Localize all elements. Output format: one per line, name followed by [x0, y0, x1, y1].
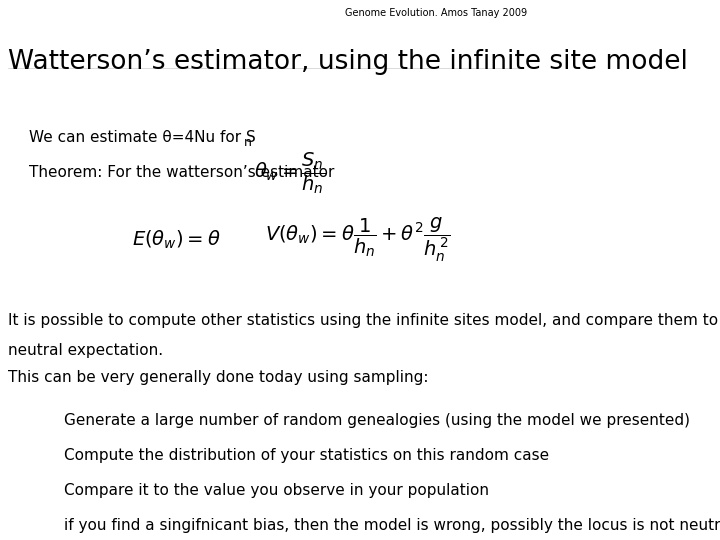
Text: n: n: [243, 136, 251, 149]
Text: $V(\theta_w) = \theta\dfrac{1}{h_n} + \theta^2\dfrac{g}{h_n^{\,2}}$: $V(\theta_w) = \theta\dfrac{1}{h_n} + \t…: [265, 216, 451, 265]
Text: neutral expectation.: neutral expectation.: [8, 343, 163, 358]
Text: Compute the distribution of your statistics on this random case: Compute the distribution of your statist…: [63, 448, 549, 463]
Text: This can be very generally done today using sampling:: This can be very generally done today us…: [8, 370, 428, 385]
Text: Theorem: For the watterson’s estimator: Theorem: For the watterson’s estimator: [29, 165, 335, 180]
Text: $E(\theta_w) = \theta$: $E(\theta_w) = \theta$: [132, 229, 221, 252]
Text: Genome Evolution. Amos Tanay 2009: Genome Evolution. Amos Tanay 2009: [345, 8, 527, 18]
Text: Watterson’s estimator, using the infinite site model: Watterson’s estimator, using the infinit…: [8, 49, 688, 75]
Text: We can estimate θ=4Nu for S: We can estimate θ=4Nu for S: [29, 130, 256, 145]
Text: if you find a singifnicant bias, then the model is wrong, possibly the locus is : if you find a singifnicant bias, then th…: [63, 518, 720, 534]
Text: Compare it to the value you observe in your population: Compare it to the value you observe in y…: [63, 483, 489, 498]
Text: $\theta_w = \dfrac{S_n}{h_n}$: $\theta_w = \dfrac{S_n}{h_n}$: [254, 150, 325, 195]
Text: Generate a large number of random genealogies (using the model we presented): Generate a large number of random geneal…: [63, 413, 690, 428]
Text: It is possible to compute other statistics using the infinite sites model, and c: It is possible to compute other statisti…: [8, 313, 720, 328]
